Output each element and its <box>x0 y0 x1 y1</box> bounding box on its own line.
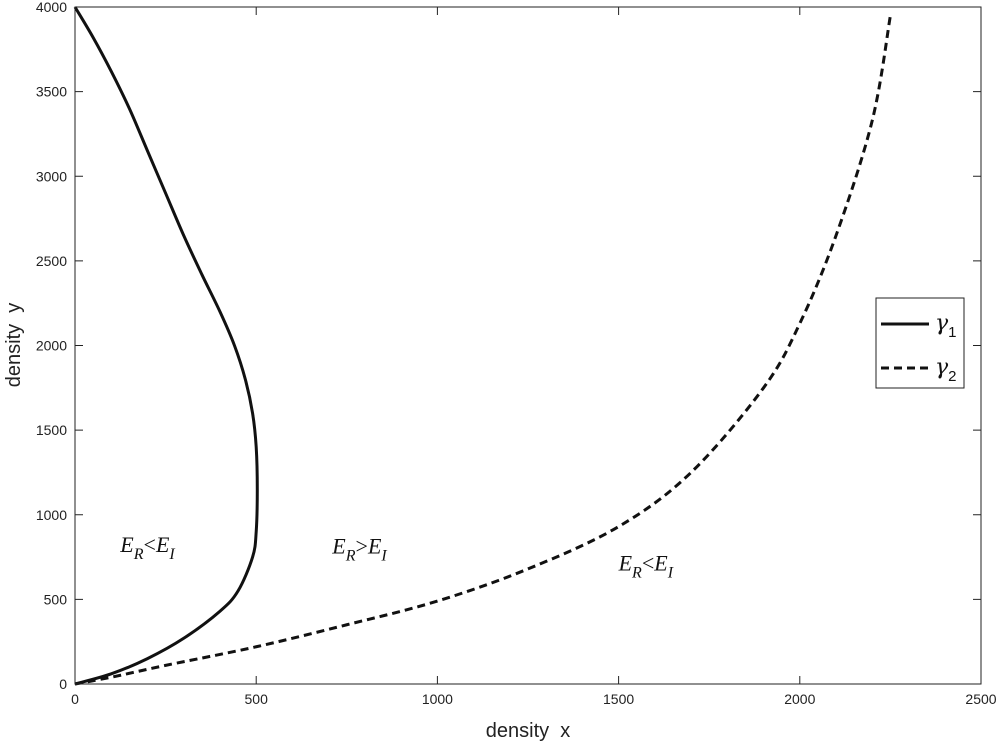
plot-frame <box>74 6 982 685</box>
x-tick-label: 1000 <box>422 691 453 707</box>
y-tick-label: 500 <box>44 591 68 607</box>
annotation-layer: ER<EI ER>EI ER<EI <box>119 532 673 582</box>
y-tick-label: 1500 <box>36 422 67 438</box>
y-tick-label: 4000 <box>36 0 67 15</box>
y-tick-label: 1000 <box>36 507 67 523</box>
x-tick-label: 2500 <box>965 691 996 707</box>
y-tick-label: 2500 <box>36 253 67 269</box>
y-tick-label: 0 <box>59 676 67 692</box>
y-tick-label: 3500 <box>36 84 67 100</box>
y-tick-label: 3000 <box>36 168 67 184</box>
x-tick-label: 2000 <box>784 691 815 707</box>
legend-box <box>875 297 965 389</box>
x-tick-label: 0 <box>71 691 79 707</box>
legend-label-gamma1: γ1 <box>935 311 957 341</box>
legend: γ1 γ2 <box>875 297 965 389</box>
series-line-gamma1 <box>73 6 259 686</box>
region-label: ER<EI <box>618 551 674 582</box>
x-tick-label: 1500 <box>603 691 634 707</box>
region-label: ER<EI <box>119 532 175 563</box>
tick-layer: 0 500 1000 1500 2000 2500 0 500 1000 1500 2000 2500… <box>36 0 997 707</box>
series-line-gamma2 <box>74 15 892 686</box>
region-label: ER>EI <box>331 534 387 565</box>
y-tick-label: 2000 <box>36 338 67 354</box>
y-axis-label: density y <box>3 303 25 387</box>
x-tick-label: 500 <box>245 691 269 707</box>
legend-label-gamma2: γ2 <box>935 355 957 385</box>
x-axis-label: density x <box>486 720 570 742</box>
series-layer <box>73 6 892 686</box>
